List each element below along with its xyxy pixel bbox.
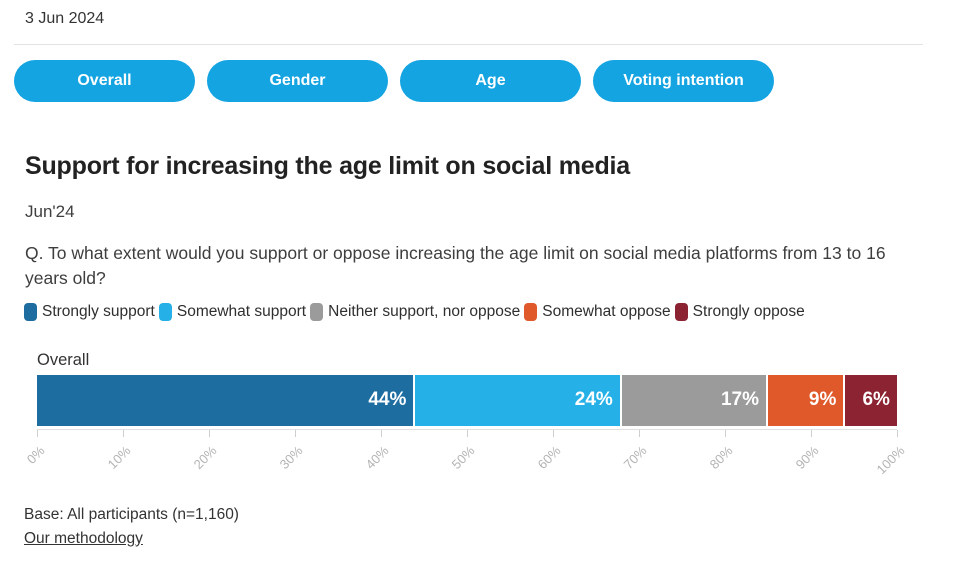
legend-label: Strongly oppose — [692, 302, 805, 320]
axis-tick — [553, 429, 554, 437]
axis-tick-label: 20% — [190, 442, 220, 472]
legend-label: Somewhat oppose — [542, 302, 671, 320]
bar-segment-value: 44% — [368, 389, 407, 411]
legend-swatch-icon — [674, 302, 688, 321]
chart-subtitle: Jun'24 — [25, 202, 75, 221]
axis-tick-label: 90% — [792, 442, 822, 472]
axis-tick-label: 100% — [873, 442, 908, 477]
stacked-bar: 44% 24% 17% 9% 6% — [37, 374, 897, 426]
bar-segment-somewhat-oppose: 9% — [767, 374, 846, 426]
bar-segment-value: 17% — [720, 389, 759, 411]
legend-item-strongly-support: Strongly support — [24, 302, 155, 321]
tab-voting-intention[interactable]: Voting intention — [593, 60, 774, 102]
footer: Base: All participants (n=1,160) Our met… — [24, 506, 957, 548]
question-text: Q. To what extent would you support or o… — [25, 243, 886, 289]
bar-segment-value: 6% — [862, 389, 890, 411]
bar-segment-somewhat-support: 24% — [415, 374, 622, 426]
axis-tick — [295, 429, 296, 437]
axis-tick — [897, 429, 898, 437]
axis-tick-label: 80% — [706, 442, 736, 472]
axis-tick-label: 60% — [534, 442, 564, 472]
legend-swatch-icon — [310, 302, 324, 321]
category-label: Overall — [37, 350, 90, 369]
legend-item-neither-support-nor-oppose: Neither support, nor oppose — [310, 302, 521, 321]
axis-tick-label: 30% — [276, 442, 306, 472]
bar-segment-neither-support-nor-oppose: 17% — [621, 374, 768, 426]
divider — [14, 44, 923, 45]
axis-tick — [639, 429, 640, 437]
page-date: 3 Jun 2024 — [25, 10, 105, 27]
axis-tick — [381, 429, 382, 437]
bar-segment-value: 9% — [808, 389, 837, 411]
legend: Strongly support Somewhat support Neither … — [24, 302, 957, 321]
legend-label: Neither support, nor oppose — [328, 302, 521, 320]
tab-overall[interactable]: Overall — [14, 60, 195, 102]
axis-tick-label: 0% — [23, 442, 48, 467]
legend-swatch-icon — [158, 302, 172, 321]
axis-tick — [123, 429, 124, 437]
bar-segment-strongly-oppose: 6% — [845, 374, 897, 426]
legend-swatch-icon — [524, 302, 538, 321]
base-note: Base: All participants (n=1,160) — [24, 505, 239, 523]
methodology-link[interactable]: Our methodology — [24, 529, 143, 547]
legend-swatch-icon — [24, 302, 37, 321]
axis-tick — [467, 429, 468, 437]
axis-tick — [37, 429, 38, 437]
axis-tick — [209, 429, 210, 437]
legend-label: Strongly support — [42, 302, 155, 320]
legend-item-somewhat-support: Somewhat support — [158, 302, 307, 321]
stacked-bar-chart: Overall 44% 24% 17% 9% 6% 0% 10% 20% 30% 40% 50% 6… — [24, 350, 908, 488]
x-axis: 0% 10% 20% 30% 40% 50% 60% 70% 80% 90% 100% — [24, 428, 908, 488]
legend-label: Somewhat support — [176, 302, 307, 320]
axis-tick-label: 50% — [448, 442, 478, 472]
legend-item-strongly-oppose: Strongly oppose — [674, 302, 805, 321]
bar-segment-value: 24% — [574, 389, 613, 411]
axis-tick-label: 10% — [104, 442, 134, 472]
axis-tick-label: 70% — [620, 442, 650, 472]
axis-tick — [725, 429, 726, 437]
tab-gender[interactable]: Gender — [207, 60, 388, 102]
page-title: Support for increasing the age limit on … — [25, 152, 630, 180]
tab-age[interactable]: Age — [400, 60, 581, 102]
bar-segment-strongly-support: 44% — [37, 374, 416, 426]
legend-item-somewhat-oppose: Somewhat oppose — [524, 302, 671, 321]
axis-tick — [811, 429, 812, 437]
tab-bar: Overall Gender Age Voting intention — [14, 60, 957, 102]
axis-tick-label: 40% — [362, 442, 392, 472]
